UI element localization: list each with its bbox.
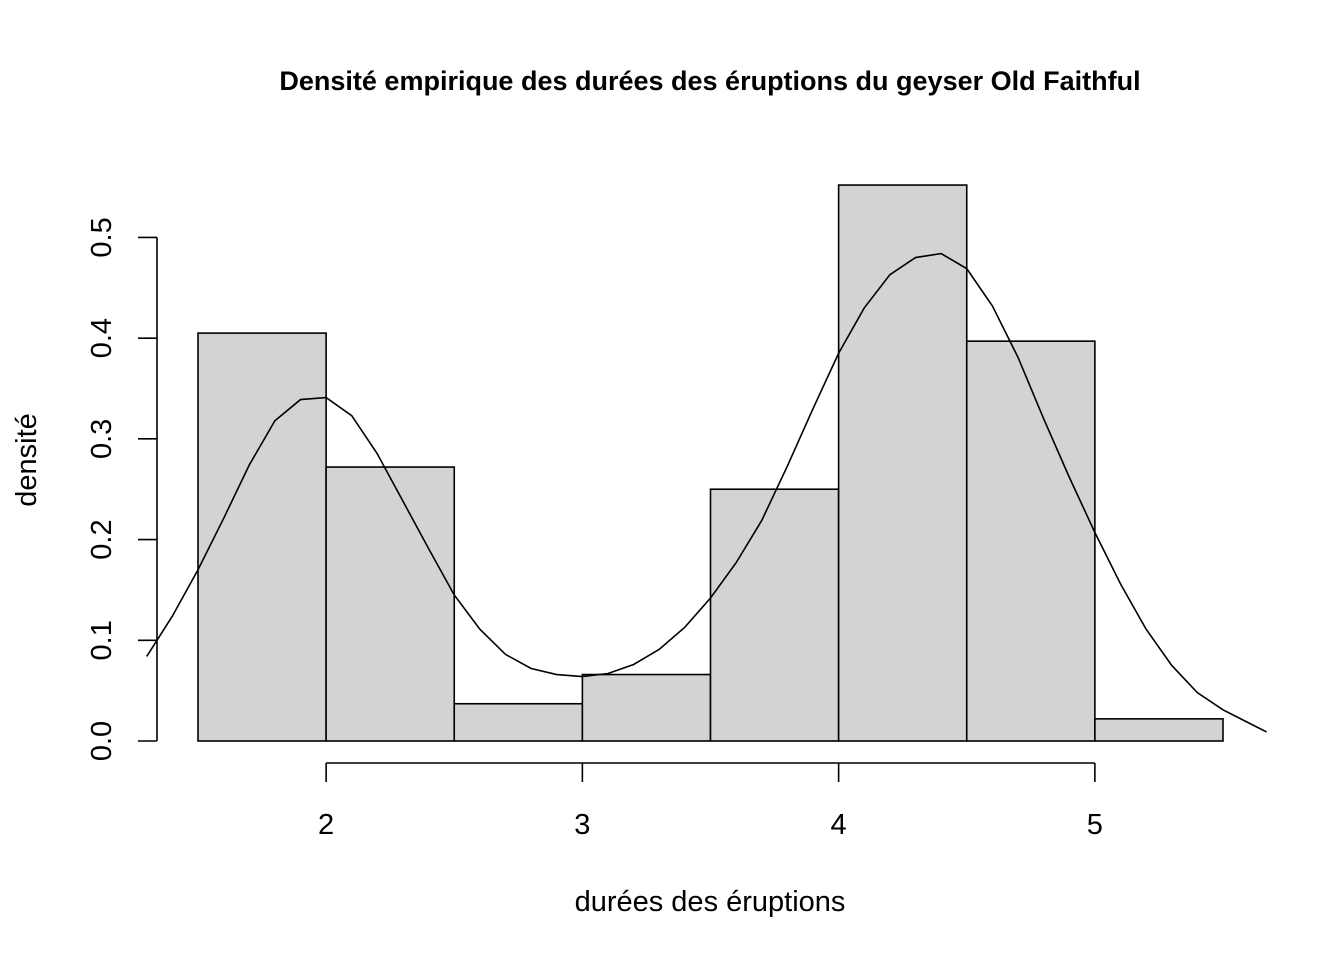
x-tick-label: 4 bbox=[831, 809, 847, 841]
y-tick-label: 0.0 bbox=[86, 721, 118, 761]
histogram-bar-8 bbox=[1094, 718, 1224, 742]
x-axis-label: durées des éruptions bbox=[575, 886, 846, 918]
histogram-bar-4 bbox=[581, 673, 712, 742]
x-axis: 2 3 4 5 bbox=[318, 762, 1103, 841]
histogram-bar-7 bbox=[965, 340, 1096, 742]
histogram-bar-3 bbox=[453, 702, 584, 742]
histogram-bar-1 bbox=[197, 332, 327, 742]
y-tick-label: 0.3 bbox=[86, 419, 118, 459]
x-tick-label: 2 bbox=[318, 809, 334, 841]
x-tick-label: 3 bbox=[574, 809, 590, 841]
y-tick-label: 0.5 bbox=[86, 217, 118, 257]
x-tick-label: 5 bbox=[1087, 809, 1103, 841]
chart-title: Densité empirique des durées des éruptio… bbox=[279, 66, 1140, 96]
y-axis: 0.0 0.1 0.2 0.3 0.4 0.5 bbox=[86, 217, 158, 761]
histogram-bar-6 bbox=[837, 184, 968, 742]
histogram-bar-5 bbox=[709, 488, 840, 742]
histogram-bars bbox=[197, 184, 1224, 742]
y-tick-label: 0.4 bbox=[86, 318, 118, 358]
histogram-bar-2 bbox=[325, 466, 456, 742]
density-curve bbox=[146, 252, 1267, 733]
y-axis-label: densité bbox=[11, 413, 43, 507]
y-tick-label: 0.1 bbox=[86, 620, 118, 660]
y-tick-label: 0.2 bbox=[86, 519, 118, 559]
